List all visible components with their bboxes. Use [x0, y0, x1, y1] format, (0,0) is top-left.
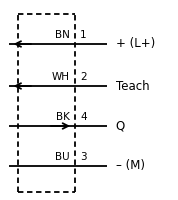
Text: 3: 3 — [80, 152, 87, 162]
Text: 1: 1 — [80, 30, 87, 40]
Text: BK: BK — [56, 112, 69, 122]
Text: Teach: Teach — [116, 80, 149, 92]
Text: + (L+): + (L+) — [116, 38, 155, 50]
Text: WH: WH — [51, 72, 69, 82]
Text: BN: BN — [54, 30, 69, 40]
Text: 4: 4 — [80, 112, 87, 122]
Text: – (M): – (M) — [116, 160, 145, 172]
Text: 2: 2 — [80, 72, 87, 82]
Text: Q: Q — [116, 119, 125, 132]
Text: BU: BU — [55, 152, 69, 162]
